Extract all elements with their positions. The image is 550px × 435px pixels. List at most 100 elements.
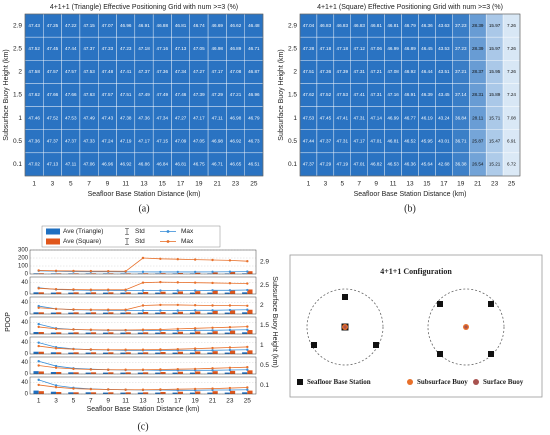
bar — [224, 292, 230, 294]
bar — [189, 372, 196, 374]
cell-label: 46.87 — [248, 69, 260, 74]
plot-frame — [29, 356, 257, 375]
cell-label: 47.37 — [47, 139, 59, 144]
max-marker — [246, 388, 249, 391]
cell-label: 36.71 — [455, 139, 467, 144]
max-marker — [54, 287, 58, 291]
x-tick-label: 5 — [72, 398, 76, 405]
cell-label: 47.25 — [47, 23, 59, 28]
bar — [125, 372, 131, 374]
legend-swatch — [407, 379, 413, 385]
legend-errorbar — [125, 238, 129, 245]
x-tick-label: 25 — [244, 398, 252, 405]
bar — [242, 352, 248, 354]
max-marker — [246, 366, 249, 369]
legend-label: Ave (Triangle) — [63, 228, 103, 235]
bar — [50, 332, 57, 334]
bar — [73, 352, 79, 354]
x-tick-label: 17 — [440, 181, 448, 188]
bar — [143, 332, 149, 334]
bar — [85, 392, 91, 394]
cell-label: 47.02 — [28, 162, 40, 167]
max-marker — [72, 367, 75, 371]
bar — [242, 372, 248, 374]
max-marker — [228, 368, 232, 372]
base-station — [373, 342, 379, 348]
x-tick-label: 7 — [89, 398, 93, 405]
cell-label: 47.17 — [193, 115, 205, 120]
max-marker — [72, 288, 75, 291]
cell-label: 47.34 — [175, 69, 187, 74]
max-marker — [54, 386, 58, 389]
y-tick-label: 2 — [18, 69, 22, 76]
x-tick-label: 13 — [140, 181, 148, 188]
cell-label: 47.57 — [65, 69, 77, 74]
bar — [56, 273, 62, 274]
bar — [224, 372, 230, 374]
max-marker — [72, 269, 75, 273]
bar — [195, 351, 201, 354]
bar — [155, 292, 161, 294]
max-marker — [193, 270, 197, 274]
bar — [160, 332, 166, 334]
bar — [177, 291, 183, 294]
y-axis-label: Subsurface Buoy Height (km) — [3, 49, 10, 140]
bar — [229, 370, 236, 374]
legend-swatch — [297, 379, 303, 385]
max-marker — [246, 270, 249, 273]
max-marker — [176, 309, 179, 312]
cell-label: 47.36 — [138, 115, 150, 120]
bar — [195, 291, 201, 294]
cell-label: 47.23 — [120, 46, 132, 51]
max-marker — [54, 307, 58, 311]
x-tick-label: 3 — [324, 181, 328, 188]
cell-label: 47.05 — [193, 139, 205, 144]
bar — [189, 332, 196, 334]
cell-label: 47.63 — [83, 92, 95, 97]
legend-label: Seafloor Base Station — [307, 378, 371, 386]
max-marker — [193, 309, 197, 312]
cell-label: 47.57 — [47, 69, 59, 74]
cell-label: 46.65 — [230, 162, 242, 167]
bar — [33, 273, 39, 274]
bar — [120, 332, 126, 334]
cell-label: 47.53 — [65, 115, 77, 120]
cell-label: 47.33 — [83, 139, 95, 144]
bar — [125, 312, 131, 314]
plot-frame — [29, 316, 257, 335]
y-tick-label: 0 — [25, 292, 29, 298]
cell-label: 47.31 — [353, 69, 365, 74]
cell-label: 28.31 — [472, 92, 484, 97]
y-tick-label: 40 — [21, 360, 28, 366]
bar — [85, 292, 91, 294]
bar — [68, 372, 74, 374]
cell-label: 46.36 — [421, 23, 433, 28]
bar — [229, 310, 236, 314]
panel-height-label: 1 — [260, 342, 264, 349]
cell-label: 47.43 — [102, 115, 114, 120]
bar — [50, 312, 57, 314]
bar — [247, 350, 253, 354]
max-marker — [124, 270, 127, 273]
bar — [160, 392, 166, 394]
cell-label: 36.38 — [455, 162, 467, 167]
bar — [56, 392, 62, 394]
cell-label: 47.17 — [211, 69, 223, 74]
cell-label: 46.96 — [120, 23, 132, 28]
y-tick-label: 100 — [18, 264, 29, 270]
legend-label: Std — [135, 238, 145, 245]
bar — [137, 273, 143, 274]
bar — [137, 332, 143, 334]
y-tick-label: 0 — [25, 392, 29, 398]
cell-label: 47.08 — [387, 69, 399, 74]
cell-label: 47.19 — [120, 139, 132, 144]
x-axis-label: Seafloor Base Station Distance (km) — [354, 191, 467, 198]
base-station — [488, 351, 494, 357]
max-marker — [193, 304, 197, 307]
max-marker — [37, 322, 40, 326]
max-marker — [159, 289, 162, 292]
max-marker — [211, 304, 214, 307]
panel-label: (c) — [137, 421, 148, 432]
max-marker — [89, 328, 93, 331]
y-tick-label: 0 — [25, 332, 29, 338]
